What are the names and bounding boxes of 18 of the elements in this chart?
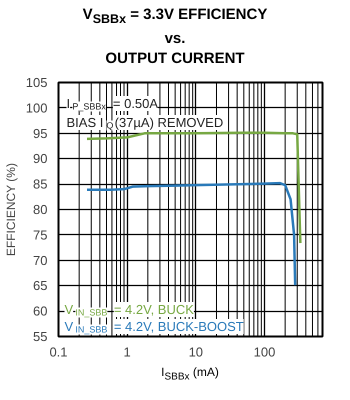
y-tick-label: 105: [26, 75, 48, 90]
y-tick-label: 65: [33, 278, 48, 294]
x-axis-title: I$_{SBBx}$ (mA): [160, 364, 220, 384]
y-tick-label: 75: [33, 227, 48, 242]
x-tick-label: 10: [188, 344, 204, 360]
y-tick-label: 70: [33, 252, 48, 268]
y-axis-title: EFFICIENCY (%): [4, 163, 18, 256]
x-tick-label: 0.1: [49, 344, 68, 360]
x-tick-label: 1: [124, 344, 131, 360]
y-tick-label: 100: [26, 100, 48, 116]
y-tick-label: 80: [33, 202, 48, 217]
y-tick-label: 55: [33, 329, 48, 344]
y-tick-label: 85: [33, 176, 48, 192]
y-tick-label: 95: [33, 126, 48, 141]
chart-title: V$_{SBBx}$ = 3.3V EFFICIENCY vs. OUTPUT CURRENT: [82, 5, 268, 69]
y-tick-label: 90: [33, 151, 48, 166]
y-tick-label: 60: [33, 304, 48, 319]
x-tick-label: 100: [254, 344, 276, 360]
